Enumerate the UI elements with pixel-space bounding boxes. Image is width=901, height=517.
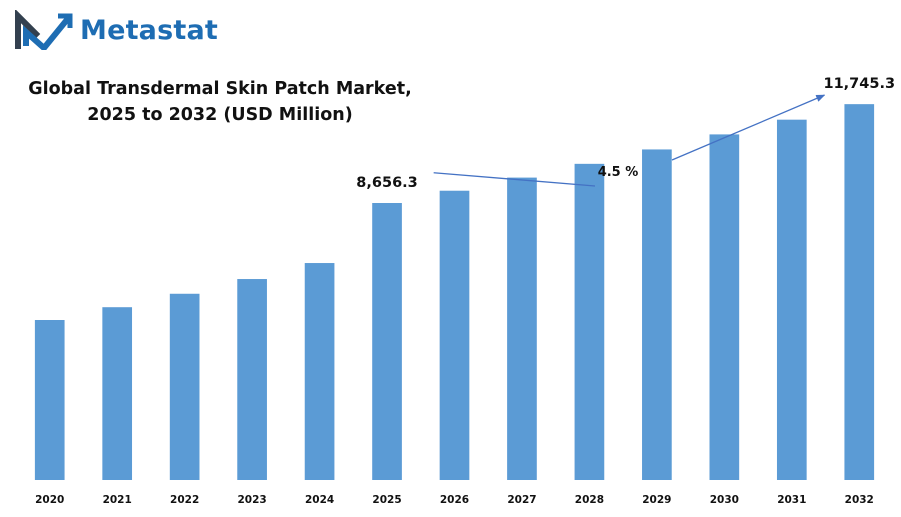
x-axis-tick-labels: 2020 2021 2022 2023 2024 2025 2026 2027 2028 2029… <box>35 494 874 506</box>
bar-2020 <box>34 320 65 480</box>
growth-arrow-head <box>671 94 826 161</box>
x-tick-label-2020: 2020 <box>35 494 64 506</box>
bar-2030 <box>709 134 740 480</box>
chart-title: Global Transdermal Skin Patch Market, 20… <box>20 76 420 128</box>
bar-2022 <box>169 293 200 480</box>
growth-arrow-line <box>433 172 596 187</box>
data-label-2032: 11,745.3 <box>823 76 895 92</box>
data-labels: 8,656.3 11,745.3 <box>356 76 895 191</box>
x-tick-label-2025: 2025 <box>372 494 401 506</box>
x-tick-label-2021: 2021 <box>103 494 132 506</box>
bar-series <box>34 104 875 481</box>
bar-2024 <box>304 263 335 480</box>
bar-2032 <box>844 104 875 481</box>
chart-title-line-2: 2025 to 2032 (USD Million) <box>87 105 353 125</box>
x-tick-label-2023: 2023 <box>238 494 267 506</box>
bar-2027 <box>507 177 537 480</box>
bar-2023 <box>237 279 267 480</box>
x-tick-label-2026: 2026 <box>440 494 469 506</box>
x-tick-label-2028: 2028 <box>575 494 604 506</box>
x-tick-label-2032: 2032 <box>845 494 874 506</box>
bar-2026 <box>439 190 470 480</box>
brand-name: Metastat <box>80 14 219 46</box>
bar-2029 <box>642 149 672 480</box>
x-tick-label-2027: 2027 <box>507 494 536 506</box>
bar-2021 <box>102 307 133 480</box>
x-tick-label-2029: 2029 <box>642 494 671 506</box>
metastat-m-icon <box>15 10 73 50</box>
x-tick-label-2022: 2022 <box>170 494 199 506</box>
bar-2025 <box>372 203 402 480</box>
bar-2028 <box>574 163 605 480</box>
bar-2031 <box>776 119 807 481</box>
x-tick-label-2024: 2024 <box>305 494 334 506</box>
data-label-2025: 8,656.3 <box>356 175 417 191</box>
growth-annotation: 4.5 % <box>433 94 826 187</box>
growth-rate-label: 4.5 % <box>598 165 639 180</box>
brand-logo: Metastat <box>14 8 218 52</box>
x-tick-label-2031: 2031 <box>777 494 806 506</box>
x-tick-label-2030: 2030 <box>710 494 739 506</box>
chart-title-line-1: Global Transdermal Skin Patch Market, <box>28 79 412 99</box>
